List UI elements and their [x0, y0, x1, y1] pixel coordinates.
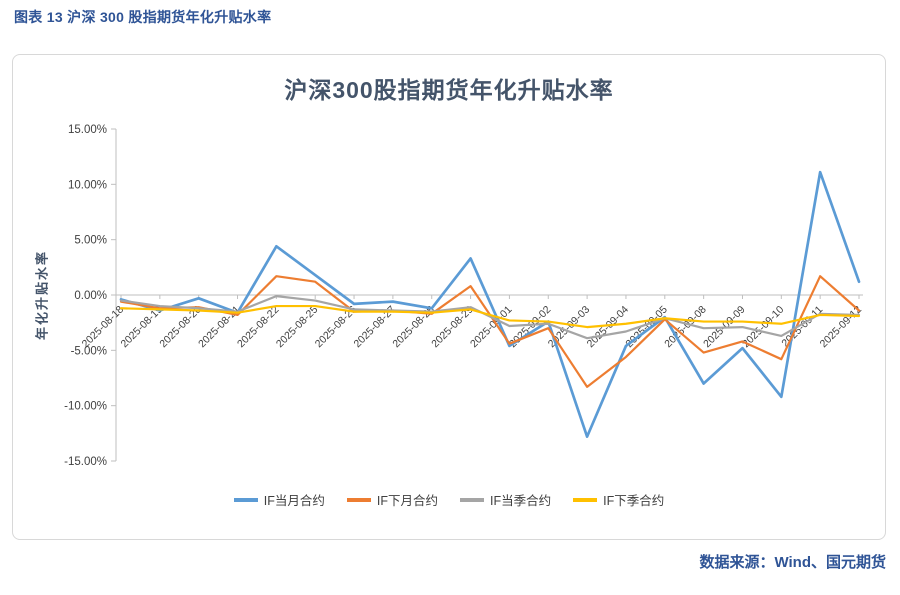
- y-tick-label: -5.00%: [71, 345, 107, 357]
- data-source: 数据来源：Wind、国元期货: [699, 554, 886, 571]
- y-tick-label: -15.00%: [64, 456, 107, 468]
- y-tick-label: -10.00%: [64, 401, 107, 413]
- x-axis-label: 2025-09-12: [818, 304, 865, 351]
- legend-label: IF当月合约: [263, 494, 325, 508]
- legend-label: IF下月合约: [376, 494, 438, 508]
- figure-caption: 图表 13 沪深 300 股指期货年化升贴水率: [14, 9, 272, 25]
- chart-legend: IF当月合约 IF下月合约 IF当季合约 IF下季合约: [13, 490, 885, 509]
- legend-label: IF下季合约: [603, 494, 665, 508]
- series-line-2: [119, 295, 861, 340]
- legend-line-swatch: [460, 497, 484, 502]
- y-tick-label: 10.00%: [68, 179, 107, 191]
- legend-item-1: IF下月合约: [346, 490, 438, 509]
- chart-container: 沪深300股指期货年化升贴水率 年化升贴水率 15.00% 10.00% 5.00%…: [12, 54, 886, 540]
- legend-item-0: IF当月合约: [233, 490, 325, 509]
- y-tick-label: 15.00%: [68, 124, 107, 136]
- legend-item-3: IF下季合约: [573, 490, 664, 509]
- y-tick-label: 0.00%: [74, 290, 107, 302]
- legend-line-swatch: [233, 497, 258, 502]
- legend-line-swatch: [573, 497, 598, 502]
- chart-title: 沪深300股指期货年化升贴水率: [284, 77, 614, 103]
- y-tick-label: 5.00%: [74, 235, 107, 247]
- chart-svg: 15.00% 10.00% 5.00% 0.00% -5.00% -10.00% -15.0…: [64, 124, 865, 468]
- legend-label: IF当季合约: [490, 494, 552, 508]
- series-line-3: [119, 304, 861, 329]
- legend-item-2: IF当季合约: [460, 490, 551, 509]
- series-line-0: [119, 170, 861, 439]
- legend-line-swatch: [346, 497, 371, 502]
